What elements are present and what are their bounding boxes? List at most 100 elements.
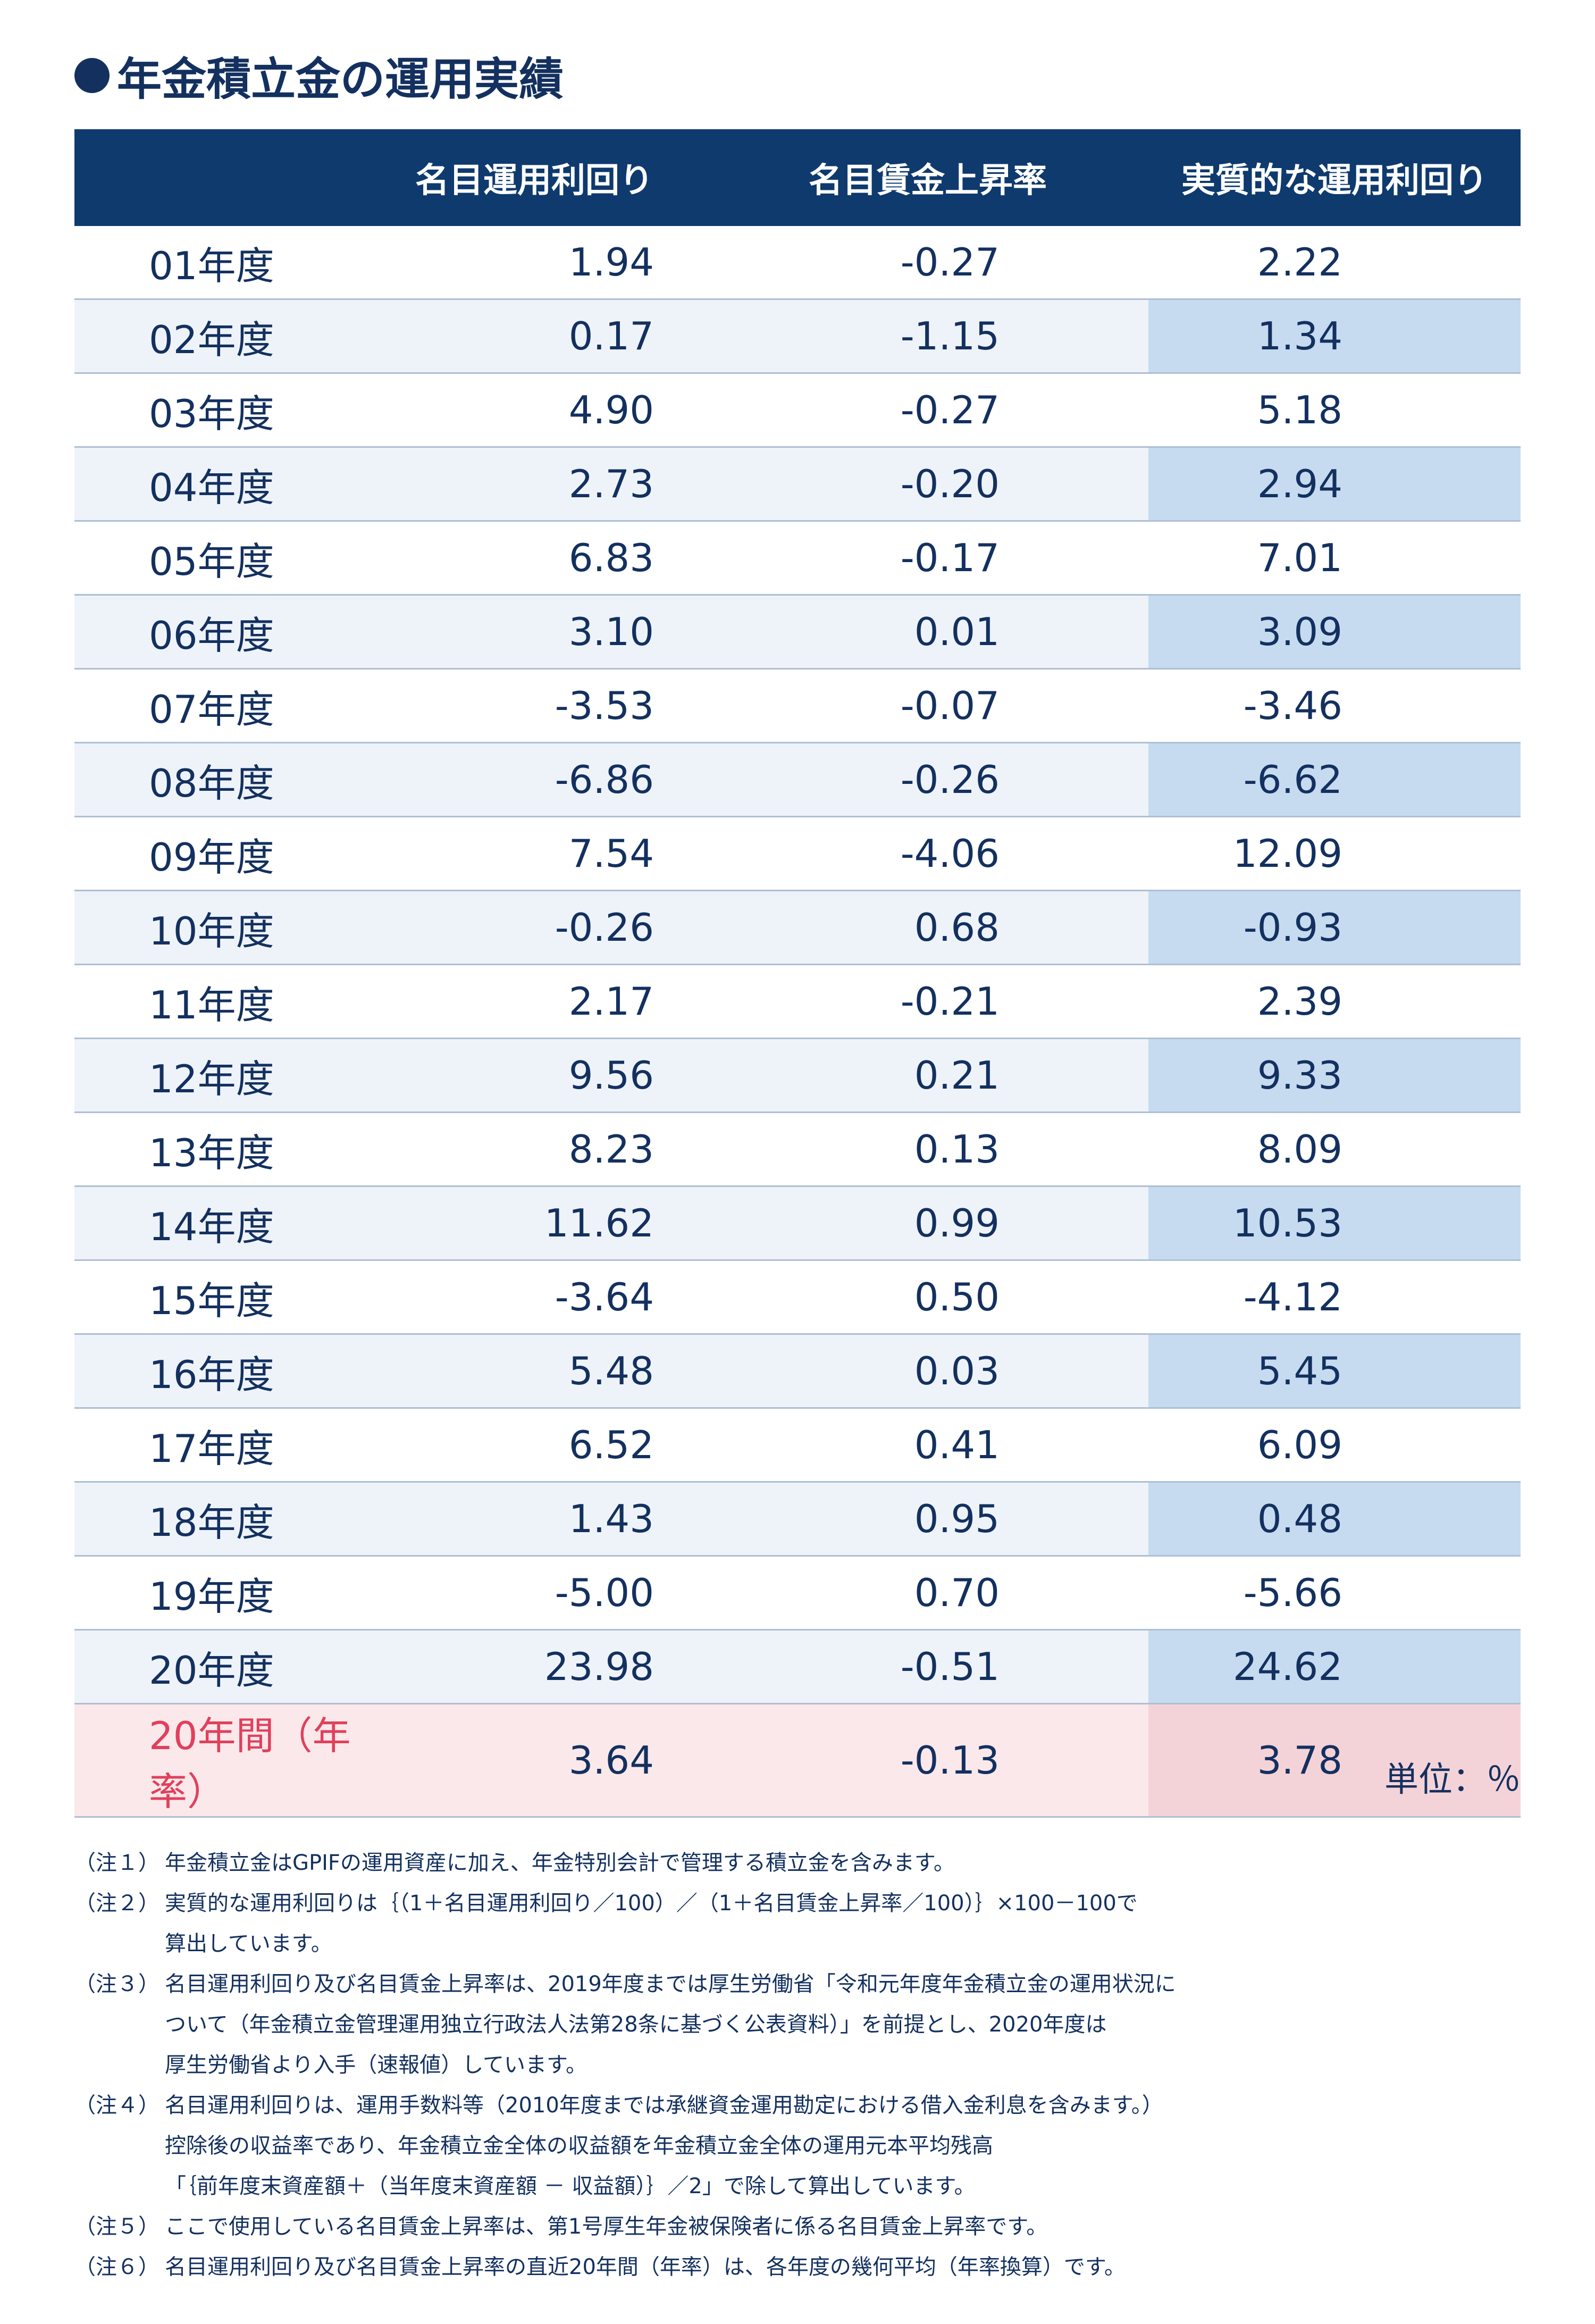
year-cell: 14年度 (74, 1186, 362, 1261)
year-cell: 15年度 (74, 1260, 362, 1335)
wage-growth-cell: -0.07 (707, 668, 1148, 743)
note-line: 名目運用利回りは、運用手数料等（2010年度までは承継資金運用勘定における借入金… (165, 2093, 1163, 2118)
real-return-cell: 5.45 (1148, 1334, 1521, 1409)
note-text: 名目運用利回り及び名目賃金上昇率の直近20年間（年率）は、各年度の幾何平均（年率… (165, 2247, 1126, 2287)
year-cell: 06年度 (74, 595, 362, 670)
real-return-cell: 2.22 (1148, 226, 1521, 300)
nominal-return-cell: 2.17 (362, 964, 707, 1039)
nominal-return-cell: -3.64 (362, 1260, 707, 1335)
note-line: ここで使用している名目賃金上昇率は、第1号厚生年金被保険者に係る名目賃金上昇率で… (165, 2214, 1048, 2239)
note-text: 名目運用利回りは、運用手数料等（2010年度までは承継資金運用勘定における借入金… (165, 2085, 1163, 2206)
year-cell: 13年度 (74, 1112, 362, 1187)
note-item: （注３） 名目運用利回り及び名目賃金上昇率は、2019年度までは厚生労働省「令和元… (74, 1964, 1521, 2085)
table-row: 18年度 1.43 0.95 0.48 (74, 1482, 1521, 1557)
note-label: （注４） (74, 2093, 160, 2118)
real-return-cell: 12.09 (1148, 816, 1521, 891)
nominal-return-cell: 4.90 (362, 373, 707, 448)
note-item: （注１） 年金積立金はGPIFの運用資産に加え、年金特別会計で管理する積立金を含み… (74, 1843, 1521, 1883)
year-cell: 12年度 (74, 1038, 362, 1113)
nominal-return-cell: 1.94 (362, 226, 707, 300)
wage-growth-cell: -0.26 (707, 742, 1148, 817)
year-cell: 20年間（年率） (74, 1703, 362, 1818)
nominal-return-cell: 2.73 (362, 447, 707, 522)
header-wage-growth: 名目賃金上昇率 (707, 129, 1148, 226)
table-row: 14年度 11.62 0.99 10.53 (74, 1186, 1521, 1261)
wage-growth-cell: 0.70 (707, 1556, 1148, 1631)
real-return-cell: -6.62 (1148, 742, 1521, 817)
note-text: 名目運用利回り及び名目賃金上昇率は、2019年度までは厚生労働省「令和元年度年金… (165, 1964, 1176, 2085)
header-nominal-return: 名目運用利回り (362, 129, 707, 226)
table-row: 16年度 5.48 0.03 5.45 (74, 1334, 1521, 1409)
nominal-return-cell: -5.00 (362, 1556, 707, 1631)
note-label: （注５） (74, 2214, 160, 2239)
note-label: （注３） (74, 1972, 160, 1996)
table-row: 13年度 8.23 0.13 8.09 (74, 1112, 1521, 1187)
nominal-return-cell: 11.62 (362, 1186, 707, 1261)
year-cell: 04年度 (74, 447, 362, 522)
wage-growth-cell: -0.13 (707, 1703, 1148, 1818)
returns-table: 名目運用利回り 名目賃金上昇率 実質的な運用利回り 01年度 1.94 -0.27 2… (74, 129, 1521, 1818)
wage-growth-cell: 0.68 (707, 890, 1148, 965)
table-row: 20年度 23.98 -0.51 24.62 (74, 1629, 1521, 1704)
wage-growth-cell: 0.99 (707, 1186, 1148, 1261)
year-cell: 10年度 (74, 890, 362, 965)
note-line: ついて（年金積立金管理運用独立行政法人法第28条に基づく公表資料）」を前提とし、… (165, 2012, 1107, 2037)
real-return-cell: 6.09 (1148, 1408, 1521, 1483)
note-item: （注２） 実質的な運用利回りは｛（1＋名目運用利回り／100）／（1＋名目賃金上昇… (74, 1883, 1521, 1964)
real-return-cell: -0.93 (1148, 890, 1521, 965)
note-item: （注５） ここで使用している名目賃金上昇率は、第1号厚生年金被保険者に係る名目賃金… (74, 2206, 1521, 2247)
wage-growth-cell: 0.41 (707, 1408, 1148, 1483)
note-line: 名目運用利回り及び名目賃金上昇率の直近20年間（年率）は、各年度の幾何平均（年率… (165, 2255, 1126, 2279)
unit-label: 単位：％ (1384, 1760, 1521, 1800)
wage-growth-cell: 0.13 (707, 1112, 1148, 1187)
nominal-return-cell: 1.43 (362, 1482, 707, 1557)
table-row: 07年度 -3.53 -0.07 -3.46 (74, 668, 1521, 743)
wage-growth-cell: -0.20 (707, 447, 1148, 522)
table-row: 15年度 -3.64 0.50 -4.12 (74, 1260, 1521, 1335)
nominal-return-cell: -6.86 (362, 742, 707, 817)
real-return-cell: 5.18 (1148, 373, 1521, 448)
wage-growth-cell: -0.17 (707, 521, 1148, 596)
table-header-row: 名目運用利回り 名目賃金上昇率 実質的な運用利回り (74, 129, 1521, 226)
nominal-return-cell: 8.23 (362, 1112, 707, 1187)
table-row: 10年度 -0.26 0.68 -0.93 (74, 890, 1521, 965)
wage-growth-cell: 0.01 (707, 595, 1148, 670)
real-return-cell: 9.33 (1148, 1038, 1521, 1113)
notes: （注１） 年金積立金はGPIFの運用資産に加え、年金特別会計で管理する積立金を含み… (74, 1843, 1521, 2287)
wage-growth-cell: 0.03 (707, 1334, 1148, 1409)
year-cell: 09年度 (74, 816, 362, 891)
year-cell: 03年度 (74, 373, 362, 448)
real-return-cell: -5.66 (1148, 1556, 1521, 1631)
wage-growth-cell: 0.50 (707, 1260, 1148, 1335)
table-total-row: 20年間（年率） 3.64 -0.13 3.78 (74, 1703, 1521, 1818)
year-cell: 07年度 (74, 668, 362, 743)
nominal-return-cell: 0.17 (362, 299, 707, 374)
wage-growth-cell: -0.21 (707, 964, 1148, 1039)
note-line: 控除後の収益率であり、年金積立金全体の収益額を年金積立金全体の運用元本平均残高 (165, 2134, 993, 2158)
bullet-dot-icon (74, 58, 110, 93)
year-cell: 05年度 (74, 521, 362, 596)
nominal-return-cell: 7.54 (362, 816, 707, 891)
real-return-cell: -3.46 (1148, 668, 1521, 743)
note-line: 算出しています。 (165, 1932, 332, 1956)
table-row: 05年度 6.83 -0.17 7.01 (74, 521, 1521, 596)
real-return-cell: 8.09 (1148, 1112, 1521, 1187)
note-line: 名目運用利回り及び名目賃金上昇率は、2019年度までは厚生労働省「令和元年度年金… (165, 1972, 1176, 1996)
real-return-cell: 2.39 (1148, 964, 1521, 1039)
real-return-cell: 7.01 (1148, 521, 1521, 596)
wage-growth-cell: -0.27 (707, 373, 1148, 448)
note-text: ここで使用している名目賃金上昇率は、第1号厚生年金被保険者に係る名目賃金上昇率で… (165, 2206, 1047, 2247)
table-row: 04年度 2.73 -0.20 2.94 (74, 447, 1521, 522)
year-cell: 02年度 (74, 299, 362, 374)
note-item: （注４） 名目運用利回りは、運用手数料等（2010年度までは承継資金運用勘定におけ… (74, 2085, 1521, 2206)
note-text: 実質的な運用利回りは｛（1＋名目運用利回り／100）／（1＋名目賃金上昇率／10… (165, 1883, 1138, 1964)
note-line: 「｛前年度末資産額＋（当年度末資産額 － 収益額）｝／2」で除して算出しています… (165, 2174, 976, 2198)
header-real-return: 実質的な運用利回り (1148, 129, 1521, 226)
nominal-return-cell: -3.53 (362, 668, 707, 743)
table-row: 03年度 4.90 -0.27 5.18 (74, 373, 1521, 448)
real-return-cell: 0.48 (1148, 1482, 1521, 1557)
page-title: 年金積立金の運用実績 (74, 44, 564, 107)
nominal-return-cell: -0.26 (362, 890, 707, 965)
wage-growth-cell: -0.27 (707, 226, 1148, 300)
nominal-return-cell: 23.98 (362, 1629, 707, 1704)
